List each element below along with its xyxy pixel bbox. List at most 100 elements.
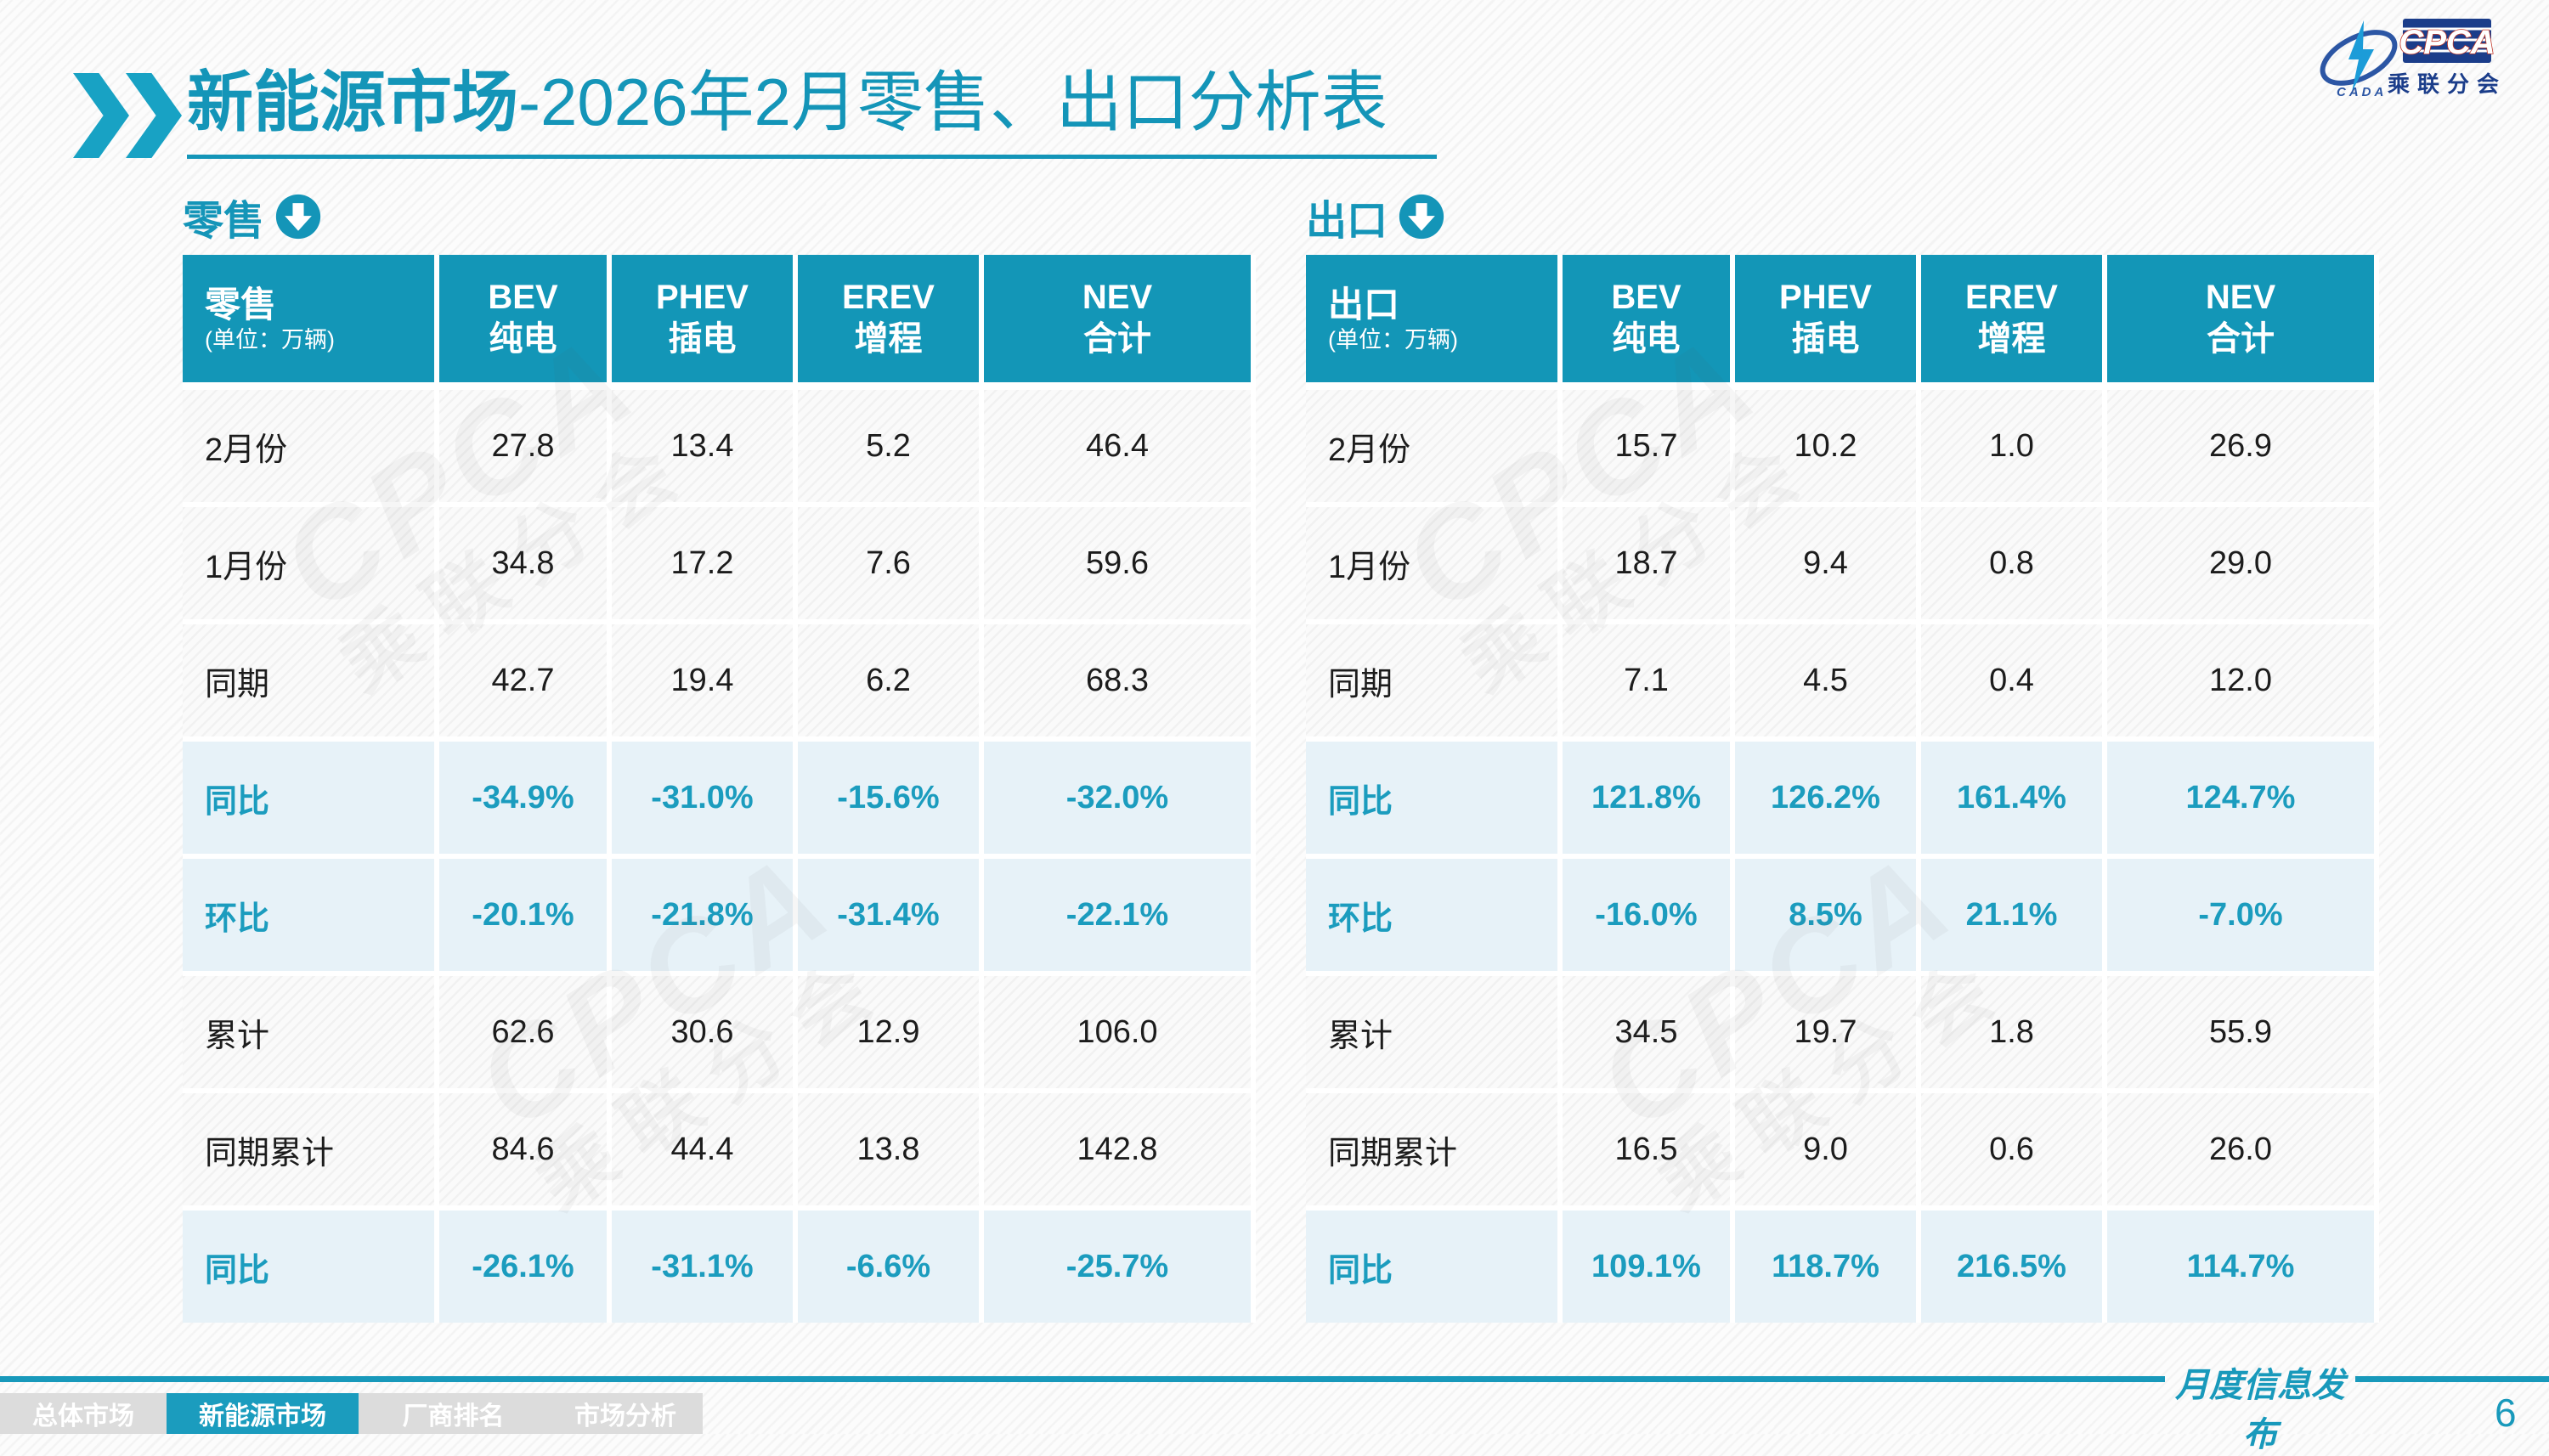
table-cell: 18.7 bbox=[1563, 507, 1730, 619]
table-cell: 9.0 bbox=[1735, 1093, 1916, 1205]
logo-ellipse bbox=[2320, 30, 2398, 86]
page-number: 6 bbox=[2495, 1391, 2517, 1435]
title-chevron-icon bbox=[73, 73, 185, 158]
table-cell: -22.1% bbox=[984, 859, 1251, 971]
table-cell: 15.7 bbox=[1563, 390, 1730, 502]
table-cell: -31.0% bbox=[612, 742, 793, 854]
row-label: 同比 bbox=[183, 1211, 434, 1323]
table-cell: -31.4% bbox=[798, 859, 979, 971]
table-cell: 7.6 bbox=[798, 507, 979, 619]
header-cell: 出口 (单位：万辆) bbox=[1306, 255, 1557, 382]
header-cell-erev: EREV 增程 bbox=[798, 255, 979, 382]
table-cell: 121.8% bbox=[1563, 742, 1730, 854]
footer-divider-line bbox=[2355, 1376, 2549, 1382]
table-cell: -21.8% bbox=[612, 859, 793, 971]
table-cell: 68.3 bbox=[984, 624, 1251, 736]
row-label: 2月份 bbox=[183, 390, 434, 502]
table-cell: 21.1% bbox=[1921, 859, 2102, 971]
table-cell: 1.8 bbox=[1921, 976, 2102, 1088]
table-cell: 124.7% bbox=[2107, 742, 2374, 854]
table-cell: 0.4 bbox=[1921, 624, 2102, 736]
table-cell: 126.2% bbox=[1735, 742, 1916, 854]
header-cell-bev: BEV 纯电 bbox=[1563, 255, 1730, 382]
table-export-body: 2月份 15.7 10.2 1.0 26.9 1月份 18.7 9.4 0.8 … bbox=[1306, 390, 2379, 1323]
table-cell: 30.6 bbox=[612, 976, 793, 1088]
table-cell: -32.0% bbox=[984, 742, 1251, 854]
header-cell-bev: BEV 纯电 bbox=[439, 255, 607, 382]
table-cell: 16.5 bbox=[1563, 1093, 1730, 1205]
row-label: 同比 bbox=[1306, 742, 1557, 854]
tab-market-analysis[interactable]: 市场分析 bbox=[548, 1393, 703, 1434]
arrow-down-circle-icon bbox=[1399, 194, 1444, 240]
table-cell: 114.7% bbox=[2107, 1211, 2374, 1323]
table-cell: 8.5% bbox=[1735, 859, 1916, 971]
section-retail-label: 零售 bbox=[183, 199, 265, 244]
table-cell: -25.7% bbox=[984, 1211, 1251, 1323]
table-cell: 1.0 bbox=[1921, 390, 2102, 502]
table-export-header: 出口 (单位：万辆) BEV 纯电 PHEV 插电 EREV 增程 NEV 合计 bbox=[1306, 255, 2379, 382]
table-cell: 44.4 bbox=[612, 1093, 793, 1205]
header-cell-phev: PHEV 插电 bbox=[1735, 255, 1916, 382]
table-cell: -31.1% bbox=[612, 1211, 793, 1323]
section-export-label: 出口 bbox=[1306, 199, 1388, 244]
tab-nev-market[interactable]: 新能源市场 bbox=[167, 1393, 359, 1434]
table-cell: 17.2 bbox=[612, 507, 793, 619]
table-cell: 13.4 bbox=[612, 390, 793, 502]
table-cell: 5.2 bbox=[798, 390, 979, 502]
table-cell: 34.5 bbox=[1563, 976, 1730, 1088]
table-retail-body: 2月份 27.8 13.4 5.2 46.4 1月份 34.8 17.2 7.6… bbox=[183, 390, 1256, 1323]
header-title: 零售 bbox=[205, 284, 277, 324]
page-title: 新能源市场-2026年2月零售、出口分析表 bbox=[187, 49, 1437, 159]
logo-cpca-text: CPCA bbox=[2399, 24, 2495, 61]
header-unit: (单位：万辆) bbox=[205, 327, 335, 353]
logo-sub-text: 乘联分会 bbox=[2387, 71, 2505, 97]
table-cell: 19.4 bbox=[612, 624, 793, 736]
cpca-logo: CADA CPCA 乘联分会 bbox=[2320, 19, 2505, 99]
table-cell: 62.6 bbox=[439, 976, 607, 1088]
footer-divider-line bbox=[0, 1376, 2165, 1382]
table-cell: 13.8 bbox=[798, 1093, 979, 1205]
header-cell-erev: EREV 增程 bbox=[1921, 255, 2102, 382]
header-cell-nev: NEV 合计 bbox=[984, 255, 1251, 382]
table-cell: 216.5% bbox=[1921, 1211, 2102, 1323]
row-label: 环比 bbox=[183, 859, 434, 971]
header-title: 出口 bbox=[1328, 284, 1400, 324]
table-cell: 12.9 bbox=[798, 976, 979, 1088]
table-cell: 109.1% bbox=[1563, 1211, 1730, 1323]
row-label: 同期累计 bbox=[183, 1093, 434, 1205]
table-cell: -26.1% bbox=[439, 1211, 607, 1323]
tab-overall-market[interactable]: 总体市场 bbox=[0, 1393, 167, 1434]
logo-bolt bbox=[2348, 20, 2374, 92]
row-label: 1月份 bbox=[183, 507, 434, 619]
table-retail-header: 零售 (单位：万辆) BEV 纯电 PHEV 插电 EREV 增程 NEV 合计 bbox=[183, 255, 1256, 382]
table-cell: 84.6 bbox=[439, 1093, 607, 1205]
table-export: 出口 (单位：万辆) BEV 纯电 PHEV 插电 EREV 增程 NEV 合计… bbox=[1306, 255, 2379, 1323]
page-title-bold: 新能源市场 bbox=[187, 65, 519, 139]
table-cell: 118.7% bbox=[1735, 1211, 1916, 1323]
table-cell: 46.4 bbox=[984, 390, 1251, 502]
table-cell: 29.0 bbox=[2107, 507, 2374, 619]
table-cell: 9.4 bbox=[1735, 507, 1916, 619]
header-unit: (单位：万辆) bbox=[1328, 327, 1458, 353]
table-cell: -7.0% bbox=[2107, 859, 2374, 971]
table-cell: 0.6 bbox=[1921, 1093, 2102, 1205]
table-cell: -6.6% bbox=[798, 1211, 979, 1323]
table-cell: 12.0 bbox=[2107, 624, 2374, 736]
table-cell: 26.0 bbox=[2107, 1093, 2374, 1205]
table-cell: 142.8 bbox=[984, 1093, 1251, 1205]
table-cell: -20.1% bbox=[439, 859, 607, 971]
table-cell: 0.8 bbox=[1921, 507, 2102, 619]
table-cell: 27.8 bbox=[439, 390, 607, 502]
row-label: 同期 bbox=[183, 624, 434, 736]
header-cell-nev: NEV 合计 bbox=[2107, 255, 2374, 382]
header-cell-phev: PHEV 插电 bbox=[612, 255, 793, 382]
header-cell: 零售 (单位：万辆) bbox=[183, 255, 434, 382]
tab-oem-ranking[interactable]: 厂商排名 bbox=[359, 1393, 548, 1434]
row-label: 累计 bbox=[183, 976, 434, 1088]
table-cell: 55.9 bbox=[2107, 976, 2374, 1088]
row-label: 累计 bbox=[1306, 976, 1557, 1088]
table-cell: 10.2 bbox=[1735, 390, 1916, 502]
table-retail: 零售 (单位：万辆) BEV 纯电 PHEV 插电 EREV 增程 NEV 合计… bbox=[183, 255, 1256, 1323]
row-label: 2月份 bbox=[1306, 390, 1557, 502]
table-cell: -16.0% bbox=[1563, 859, 1730, 971]
